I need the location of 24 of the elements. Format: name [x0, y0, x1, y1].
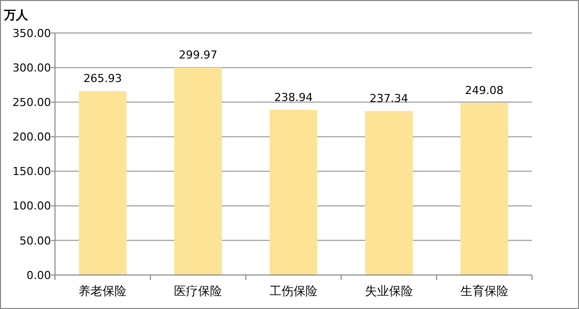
- bar: [174, 68, 222, 275]
- data-label: 249.08: [465, 84, 504, 97]
- y-tick-label: 150.00: [12, 165, 51, 178]
- bar: [460, 102, 508, 275]
- bar: [365, 110, 413, 275]
- data-label: 299.97: [178, 48, 218, 62]
- data-label: 237.34: [370, 92, 408, 105]
- data-label: 238.94: [274, 90, 313, 104]
- x-tick-label: 失业保险: [364, 284, 413, 298]
- bar: [78, 91, 127, 275]
- y-tick-label: 50.00: [20, 234, 51, 248]
- bar: [270, 110, 318, 275]
- x-tick-label: 养老保险: [78, 284, 127, 298]
- y-tick-label: 250.00: [12, 96, 51, 109]
- x-tick-label: 生育保险: [460, 284, 508, 298]
- y-tick-label: 300.00: [12, 61, 51, 74]
- x-tick-label: 工伤保险: [270, 284, 318, 298]
- y-tick-label: 350.00: [12, 26, 51, 40]
- y-tick-label: 0.00: [26, 268, 51, 282]
- y-tick-label: 100.00: [12, 200, 51, 213]
- y-tick-label: 200.00: [12, 130, 51, 144]
- y-axis-title: 万人: [3, 8, 29, 22]
- data-label: 265.93: [83, 72, 122, 86]
- x-tick-label: 医疗保险: [174, 284, 222, 298]
